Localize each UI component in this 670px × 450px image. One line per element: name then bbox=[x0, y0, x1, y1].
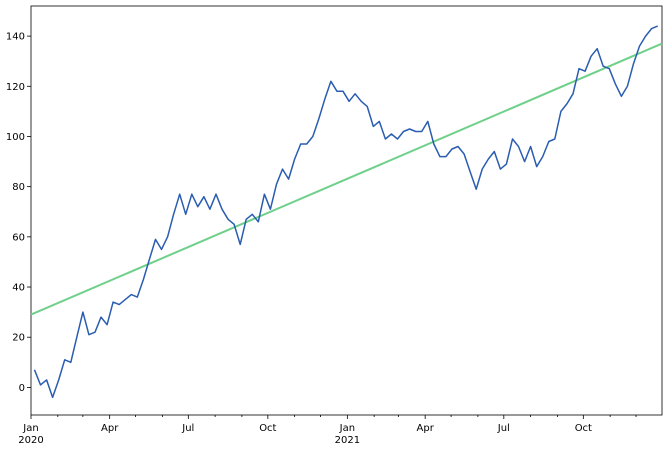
y-tick-label: 80 bbox=[12, 182, 25, 193]
y-tick-label: 60 bbox=[12, 232, 25, 243]
x-tick-label: Jul bbox=[497, 423, 510, 434]
x-tick-label: Jan bbox=[339, 423, 355, 434]
x-tick-label: Jul bbox=[181, 423, 194, 434]
x-tick-year-label: 2021 bbox=[335, 435, 360, 446]
x-tick-label: Oct bbox=[259, 423, 276, 434]
y-tick-label: 120 bbox=[6, 82, 25, 93]
data-line bbox=[33, 25, 658, 399]
y-tick-label: 0 bbox=[19, 383, 25, 394]
plot-area bbox=[30, 5, 663, 416]
x-tick-label: Oct bbox=[575, 423, 592, 434]
x-tick-label: Jan bbox=[22, 423, 38, 434]
x-tick-year-label: 2020 bbox=[18, 435, 43, 446]
series-layer bbox=[30, 25, 663, 399]
trend-line bbox=[30, 42, 663, 316]
y-tick-label: 20 bbox=[12, 333, 25, 344]
y-axis: 0 20 40 60 80 100 120 140 bbox=[6, 32, 31, 394]
plot-frame bbox=[30, 5, 663, 416]
y-tick-label: 100 bbox=[6, 132, 25, 143]
x-tick-label: Apr bbox=[101, 423, 119, 434]
y-tick-label: 40 bbox=[12, 283, 25, 294]
y-tick-label: 140 bbox=[6, 32, 25, 43]
x-tick-label: Apr bbox=[417, 423, 435, 434]
